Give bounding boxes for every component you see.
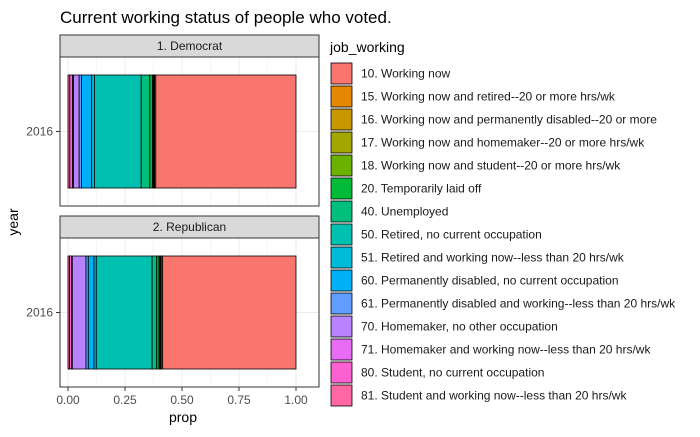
x-tick-label: 0.50 — [170, 393, 194, 407]
x-tick-label: 0.75 — [227, 393, 251, 407]
legend-label: 10. Working now — [361, 67, 450, 81]
y-tick-label: 2016 — [26, 306, 53, 320]
legend-label: 60. Permanently disabled, no current occ… — [361, 274, 619, 288]
legend-label: 50. Retired, no current occupation — [361, 228, 542, 242]
legend-swatch — [331, 201, 352, 222]
facet-strip-label: 2. Republican — [153, 220, 226, 234]
legend-swatch — [331, 270, 352, 291]
bar-segment — [81, 75, 91, 188]
bar-segment — [96, 256, 152, 369]
bar-segment — [92, 75, 95, 188]
legend-label: 51. Retired and working now--less than 2… — [361, 251, 625, 265]
legend-label: 70. Homemaker, no other occupation — [361, 320, 558, 334]
bar-segment — [152, 256, 157, 369]
legend-swatch — [331, 178, 352, 199]
plot-layer: 1. Democrat 2016 2. Republican 2016 0.00 0.25… — [26, 35, 319, 407]
bar-segment — [94, 75, 141, 188]
legend-label: 81. Student and working now--less than 2… — [361, 389, 627, 403]
bar-segment — [150, 75, 153, 188]
y-tick-label: 2016 — [26, 125, 53, 139]
y-axis-label: year — [5, 208, 21, 236]
legend-swatch — [331, 316, 352, 337]
legend-swatch — [331, 224, 352, 245]
bar-segment — [73, 75, 79, 188]
bar-segment — [156, 75, 296, 188]
bar-segment — [72, 256, 86, 369]
legend-swatch — [331, 86, 352, 107]
legend-swatch — [331, 109, 352, 130]
legend-label: 61. Permanently disabled and working--le… — [361, 297, 676, 311]
legend-swatch — [331, 293, 352, 314]
x-tick-label: 0.25 — [113, 393, 137, 407]
legend-label: 71. Homemaker and working now--less than… — [361, 343, 651, 357]
legend-label: 18. Working now and student--20 or more … — [361, 159, 621, 173]
legend-title: job_working — [329, 39, 405, 55]
legend-swatch — [331, 362, 352, 383]
legend-swatch — [331, 339, 352, 360]
legend-swatch — [331, 385, 352, 406]
legend-label: 15. Working now and retired--20 or more … — [361, 90, 616, 104]
x-axis-label: prop — [169, 409, 197, 425]
bar-segment — [163, 256, 296, 369]
legend-swatch — [331, 63, 352, 84]
bar-segment — [141, 75, 150, 188]
legend-swatch — [331, 247, 352, 268]
bar-segment — [70, 75, 73, 188]
legend-layer: 10. Working now 15. Working now and retir… — [331, 63, 676, 406]
x-tick-label: 1.00 — [284, 393, 308, 407]
chart-title: Current working status of people who vot… — [60, 8, 392, 27]
legend-label: 17. Working now and homemaker--20 or mor… — [361, 136, 645, 150]
legend-label: 20. Temporarily laid off — [361, 182, 482, 196]
legend-swatch — [331, 155, 352, 176]
legend-swatch — [331, 132, 352, 153]
legend-label: 16. Working now and permanently disabled… — [361, 113, 657, 127]
legend-label: 40. Unemployed — [361, 205, 448, 219]
legend-label: 80. Student, no current occupation — [361, 366, 544, 380]
bar-segment — [88, 256, 94, 369]
x-tick-label: 0.00 — [56, 393, 80, 407]
facet-strip-label: 1. Democrat — [157, 39, 223, 53]
